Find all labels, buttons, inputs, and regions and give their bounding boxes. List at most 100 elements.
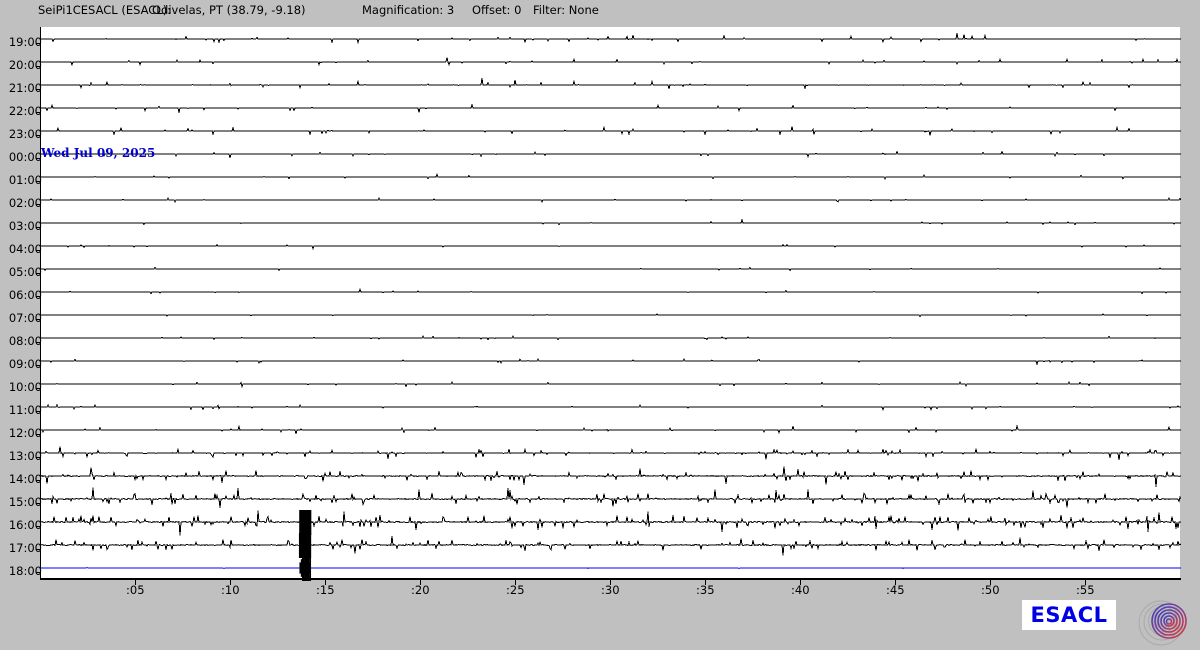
trace-row[interactable] <box>41 441 1181 469</box>
trace-row[interactable] <box>41 50 1181 78</box>
seismic-event-burst <box>299 510 312 535</box>
trace-line <box>41 150 1181 159</box>
time-axis-tick <box>36 364 41 366</box>
time-axis-label-1300: 13:00 <box>8 448 42 463</box>
trace-line <box>41 173 1181 180</box>
time-axis-label-1700: 17:00 <box>8 540 42 555</box>
time-axis-label-1100: 11:00 <box>8 402 42 417</box>
time-axis-label-1400: 14:00 <box>8 471 42 486</box>
trace-row[interactable] <box>41 27 1181 55</box>
trace-row[interactable] <box>41 418 1181 446</box>
seismic-event-burst <box>298 533 312 558</box>
time-axis-tick <box>36 456 41 458</box>
trace-row[interactable] <box>41 349 1181 377</box>
trace-row[interactable] <box>41 303 1181 331</box>
trace-row[interactable] <box>41 556 1181 584</box>
minute-axis-tick <box>610 580 611 585</box>
minute-axis-tick <box>325 580 326 585</box>
time-axis-tick <box>36 295 41 297</box>
minute-axis: :05:10:15:20:25:30:35:40:45:50:55 <box>40 580 1181 600</box>
time-axis-label-1800: 18:00 <box>8 563 42 578</box>
time-axis-tick <box>36 502 41 504</box>
minute-axis-label-55: :55 <box>1076 583 1095 597</box>
minute-axis-label-15: :15 <box>316 583 335 597</box>
time-axis-label-0500: 05:00 <box>8 264 42 279</box>
trace-line <box>41 424 1181 435</box>
time-axis-label-2000: 20:00 <box>8 57 42 72</box>
trace-line <box>41 103 1181 113</box>
header-bar: SeiPi1CESACL (ESACL): Odivelas, PT (38.7… <box>0 0 1200 20</box>
time-axis-tick <box>36 272 41 274</box>
trace-row[interactable] <box>41 165 1181 193</box>
trace-line <box>41 381 1181 389</box>
trace-row[interactable] <box>41 211 1181 239</box>
minute-axis-label-25: :25 <box>506 583 525 597</box>
trace-row[interactable] <box>41 280 1181 308</box>
trace-line <box>41 487 1181 508</box>
time-axis-tick <box>36 42 41 44</box>
minute-axis-label-50: :50 <box>981 583 1000 597</box>
minute-axis-label-10: :10 <box>221 583 240 597</box>
trace-line <box>41 535 1181 556</box>
trace-row[interactable] <box>41 510 1181 538</box>
trace-row[interactable] <box>41 487 1181 515</box>
time-axis-tick <box>36 157 41 159</box>
trace-row[interactable] <box>41 188 1181 216</box>
time-axis-tick <box>36 479 41 481</box>
time-axis-label-2200: 22:00 <box>8 103 42 118</box>
trace-row[interactable] <box>41 234 1181 262</box>
trace-row[interactable] <box>41 533 1181 561</box>
minute-axis-label-30: :30 <box>601 583 620 597</box>
trace-line <box>41 196 1181 204</box>
minute-axis-tick <box>515 580 516 585</box>
time-axis-label-0000: 00:00 <box>8 149 42 164</box>
trace-row[interactable] <box>41 464 1181 492</box>
time-axis-tick <box>36 65 41 67</box>
esacl-wordmark-text: ESACL <box>1030 603 1108 627</box>
minute-axis-tick <box>230 580 231 585</box>
time-axis-label-1000: 10:00 <box>8 379 42 394</box>
trace-row[interactable] <box>41 395 1181 423</box>
trace-line <box>41 125 1181 136</box>
trace-line <box>41 357 1181 366</box>
trace-row[interactable] <box>41 73 1181 101</box>
minute-axis-label-35: :35 <box>696 583 715 597</box>
minute-axis-label-05: :05 <box>126 583 145 597</box>
time-axis-label-0300: 03:00 <box>8 218 42 233</box>
trace-row[interactable] <box>41 142 1181 170</box>
time-axis-tick <box>36 410 41 412</box>
trace-line <box>41 57 1181 67</box>
time-axis-label-0800: 08:00 <box>8 333 42 348</box>
trace-row[interactable] <box>41 119 1181 147</box>
time-axis-tick <box>36 134 41 136</box>
time-axis-tick <box>36 203 41 205</box>
time-axis-tick <box>36 111 41 113</box>
time-axis-tick <box>36 180 41 182</box>
seismic-event-burst <box>299 556 312 581</box>
trace-row[interactable] <box>41 326 1181 354</box>
time-axis-tick <box>36 341 41 343</box>
time-axis-label-0400: 04:00 <box>8 241 42 256</box>
esacl-spiral-logo-icon <box>1136 596 1194 646</box>
time-axis-label-0700: 07:00 <box>8 310 42 325</box>
trace-row[interactable] <box>41 257 1181 285</box>
trace-line <box>41 78 1181 90</box>
minute-axis-tick <box>705 580 706 585</box>
time-axis-tick <box>36 433 41 435</box>
time-axis-tick <box>36 249 41 251</box>
trace-line <box>41 466 1181 488</box>
station-label: SeiPi1CESACL (ESACL): <box>38 3 172 17</box>
magnification-label: Magnification: 3 <box>362 3 455 17</box>
minute-axis-label-45: :45 <box>886 583 905 597</box>
trace-row[interactable] <box>41 96 1181 124</box>
minute-axis-tick <box>420 580 421 585</box>
time-axis-label-0900: 09:00 <box>8 356 42 371</box>
trace-line <box>41 313 1181 318</box>
esacl-wordmark: ESACL <box>1022 600 1116 630</box>
trace-row[interactable] <box>41 372 1181 400</box>
time-axis-label-0100: 01:00 <box>8 172 42 187</box>
trace-line <box>41 335 1181 341</box>
helicorder-plot-area[interactable] <box>40 27 1181 581</box>
time-axis-tick <box>36 88 41 90</box>
time-axis-label-2300: 23:00 <box>8 126 42 141</box>
